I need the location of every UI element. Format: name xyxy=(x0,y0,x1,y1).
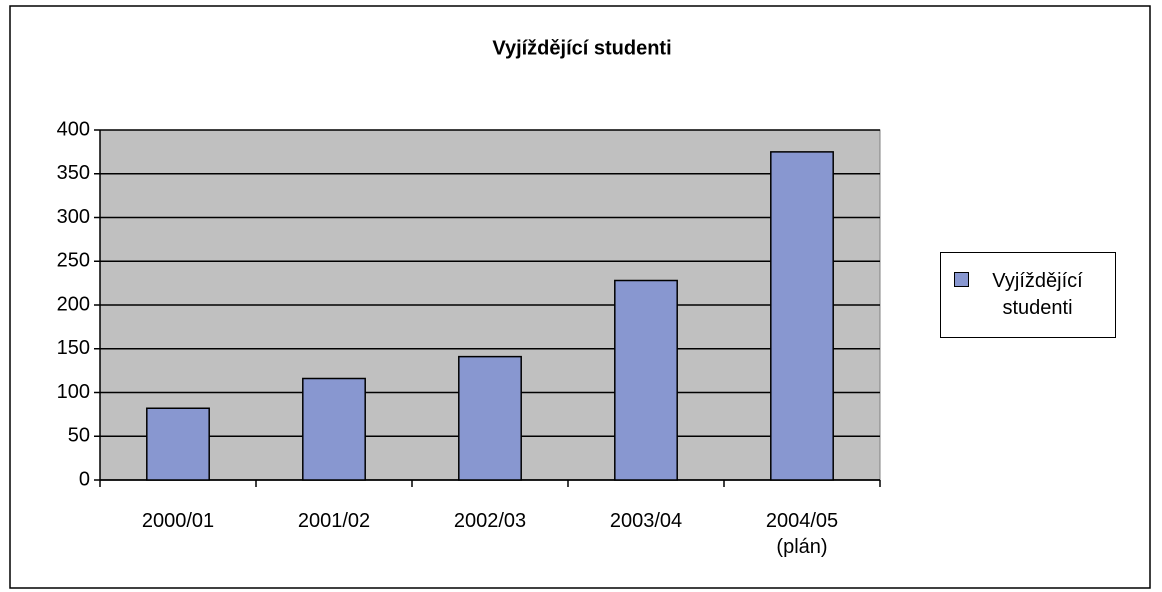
y-tick-label: 200 xyxy=(57,293,90,315)
bar xyxy=(770,151,834,481)
x-tick-label: 2000/01 xyxy=(141,510,215,532)
legend: Vyjíždějící studenti xyxy=(940,252,1116,338)
y-tick-label: 300 xyxy=(57,206,90,228)
chart-title: Vyjíždějící studenti xyxy=(492,37,671,59)
x-tick-label: 2003/04 xyxy=(609,510,683,532)
y-tick-label: 400 xyxy=(57,118,90,140)
y-tick-label: 150 xyxy=(57,337,90,359)
legend-label: Vyjíždějící studenti xyxy=(992,270,1083,319)
y-tick-label: 50 xyxy=(68,425,90,447)
bar xyxy=(614,279,678,481)
bar xyxy=(458,355,522,481)
y-tick-label: 250 xyxy=(57,250,90,272)
y-tick-label: 100 xyxy=(57,381,90,403)
legend-swatch xyxy=(953,272,969,287)
bar xyxy=(302,377,366,481)
y-tick-label: 0 xyxy=(79,468,90,490)
x-tick-label: 2002/03 xyxy=(453,510,527,532)
bar xyxy=(146,407,210,481)
x-tick-label: 2004/05 (plán) xyxy=(765,510,839,558)
x-tick-label: 2001/02 xyxy=(297,510,371,532)
y-tick-label: 350 xyxy=(57,162,90,184)
